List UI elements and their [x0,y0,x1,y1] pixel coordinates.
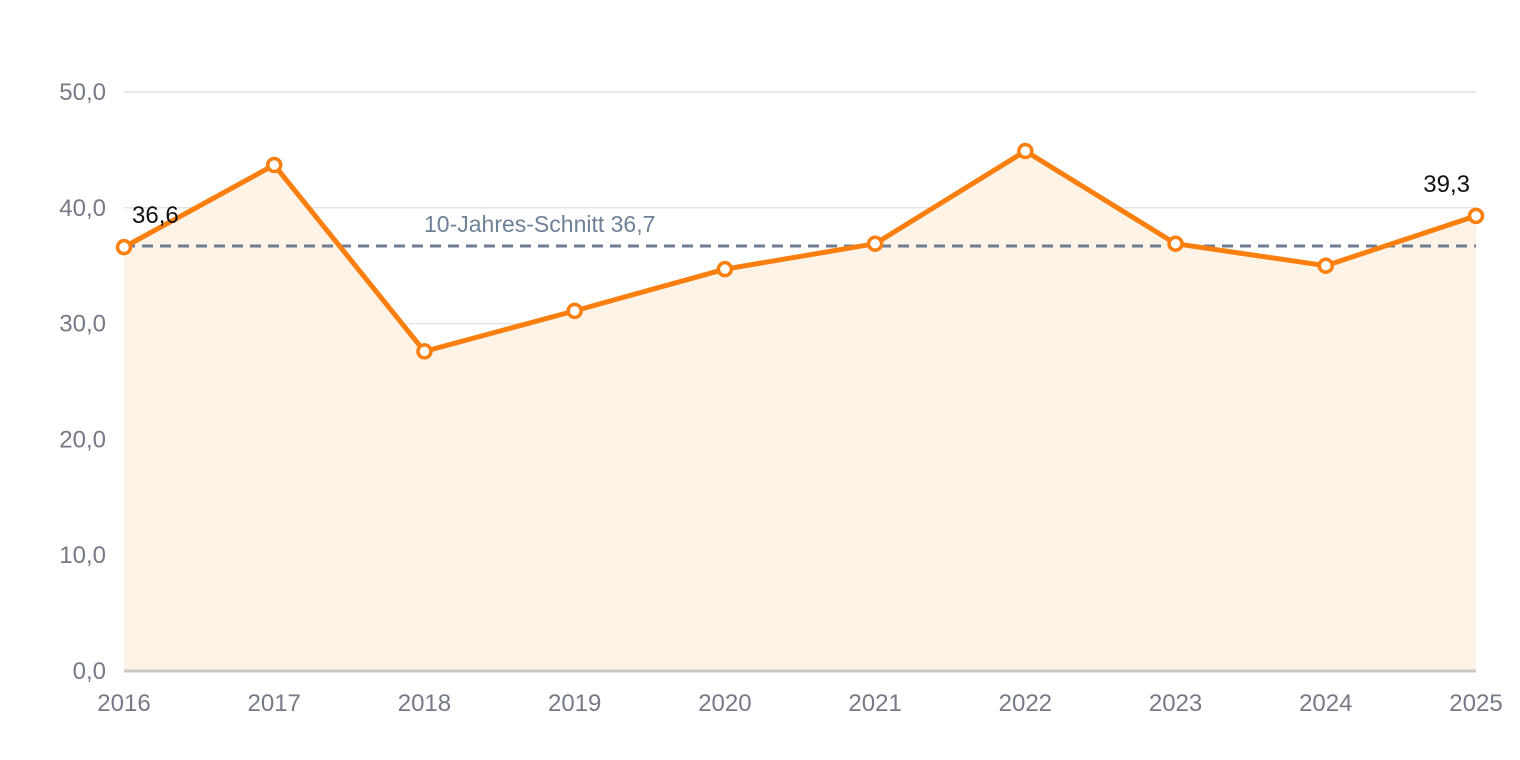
data-point [566,302,583,320]
data-point [115,238,133,256]
x-tick-label: 2021 [848,690,901,717]
y-tick-label: 10,0 [59,542,106,569]
y-tick-label: 40,0 [59,195,106,222]
area-fill [124,151,1476,672]
x-tick-label: 2022 [999,690,1052,717]
x-tick-labels: 2016 2017 2018 2019 2020 2021 2022 2023 2024 2025 [97,690,1502,717]
x-tick-label: 2020 [698,690,751,717]
average-label: 10-Jahres-Schnitt 36,7 [424,211,655,237]
data-label: 39,3 [1423,171,1470,198]
data-point [1467,207,1485,225]
x-tick-label: 2018 [398,690,451,717]
x-tick-label: 2019 [548,690,601,717]
y-tick-label: 30,0 [59,311,106,338]
data-point [716,260,734,278]
y-tick-label: 50,0 [59,79,106,106]
y-tick-label: 0,0 [73,658,106,685]
area-region [124,151,1476,672]
x-tick-label: 2025 [1449,690,1502,717]
data-labels: 36,6 39,3 [132,171,1470,229]
series-polyline [121,148,1479,354]
x-tick-label: 2024 [1299,690,1352,717]
x-tick-label: 2016 [97,690,150,717]
x-tick-label: 2017 [248,690,301,717]
average-line-group: 10-Jahres-Schnitt 36,7 [124,211,1476,248]
data-point [265,156,283,174]
data-points [115,142,1485,360]
data-point [1017,142,1034,160]
series-line [121,148,1479,354]
data-label: 36,6 [132,202,179,229]
x-tick-label: 2023 [1149,690,1202,717]
y-tick-labels: 0,0 10,0 20,0 30,0 40,0 50,0 [59,79,106,685]
y-tick-label: 20,0 [59,426,106,453]
data-point [1317,257,1335,274]
data-point [866,235,884,252]
data-point [1167,235,1184,252]
data-point [416,343,433,360]
